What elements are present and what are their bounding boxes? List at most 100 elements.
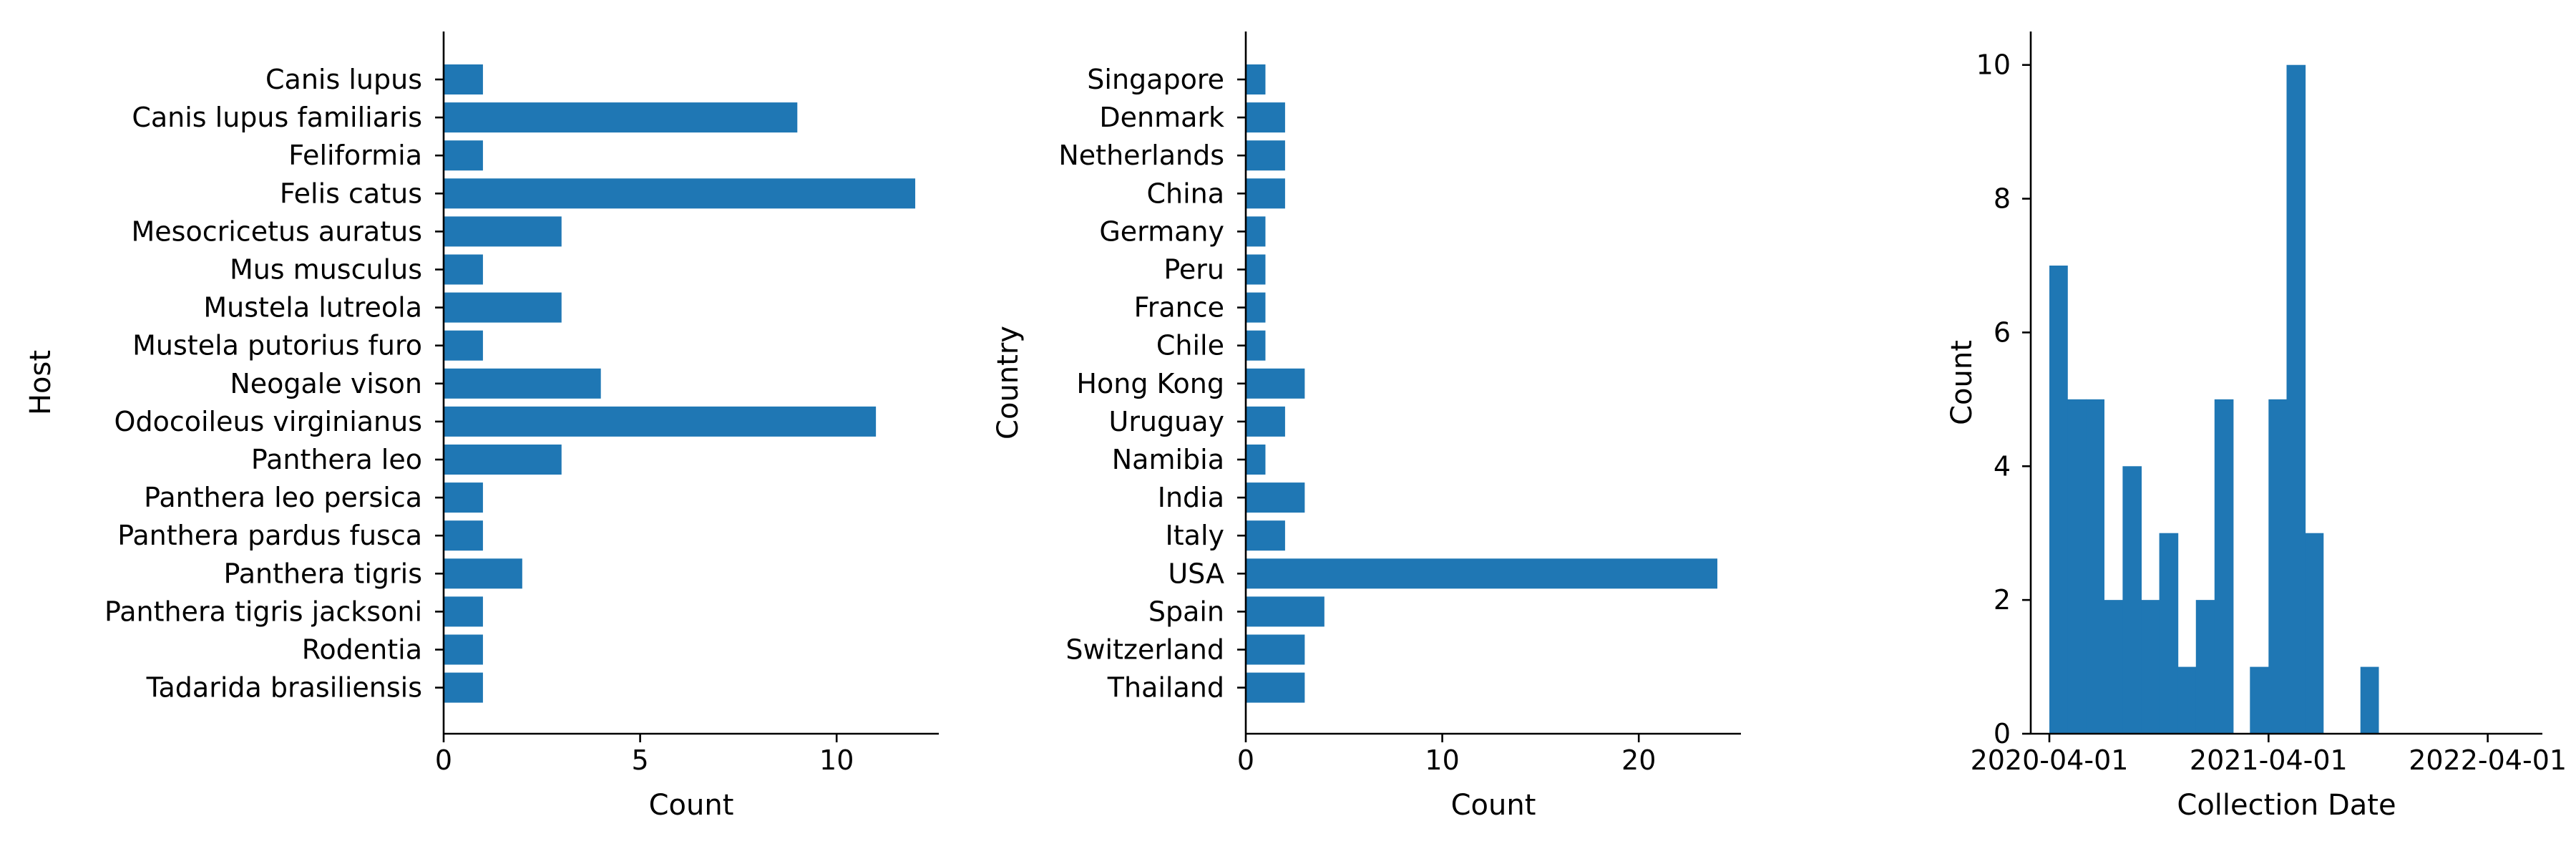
x-tick-label: 10 bbox=[1425, 744, 1459, 776]
y-tick-label: Italy bbox=[1166, 520, 1224, 551]
country-bar-chart: Singapore Denmark Netherlands China Germany P… bbox=[992, 31, 1741, 822]
histogram-bar bbox=[2268, 399, 2288, 734]
x-tick-label: 0 bbox=[435, 744, 452, 776]
bar bbox=[444, 558, 522, 589]
y-tick-label: Canis lupus bbox=[265, 64, 422, 95]
x-tick-label: 2021-04-01 bbox=[2190, 744, 2348, 776]
histogram-bar bbox=[2067, 399, 2087, 734]
y-tick-label: Mustela lutreola bbox=[203, 292, 422, 324]
y-tick-label: Spain bbox=[1148, 596, 1224, 627]
y-tick-label: 8 bbox=[1994, 183, 2011, 215]
x-tick-label: 2020-04-01 bbox=[1971, 744, 2129, 776]
bar bbox=[444, 445, 562, 475]
y-tick-label: 0 bbox=[1994, 718, 2011, 749]
bar bbox=[1246, 216, 1266, 247]
bar bbox=[1246, 634, 1305, 665]
y-tick-label: Mesocricetus auratus bbox=[132, 215, 422, 247]
bar bbox=[1246, 558, 1718, 589]
y-tick-label: Felis catus bbox=[280, 178, 422, 209]
bar bbox=[444, 216, 562, 247]
y-tick-label: USA bbox=[1168, 558, 1224, 589]
y-tick-label: Namibia bbox=[1112, 444, 1224, 475]
y-axis-title: Host bbox=[24, 350, 57, 415]
histogram-bar bbox=[2141, 600, 2160, 734]
histogram-bar bbox=[2086, 399, 2104, 734]
histogram-bar bbox=[2360, 666, 2379, 734]
histogram-bar bbox=[2049, 266, 2068, 734]
y-tick-label: Singapore bbox=[1087, 64, 1224, 95]
y-tick-label: China bbox=[1146, 178, 1224, 209]
y-tick-label: Odocoileus virginianus bbox=[114, 406, 422, 437]
bar bbox=[444, 178, 916, 209]
histogram-bar bbox=[2286, 64, 2306, 734]
y-tick-label: 6 bbox=[1994, 316, 2011, 348]
host-bar-chart: Canis lupus Canis lupus familiaris Felifor… bbox=[24, 31, 939, 822]
x-tick-label: 2022-04-01 bbox=[2409, 744, 2567, 776]
bar bbox=[444, 64, 483, 94]
bar bbox=[444, 520, 483, 551]
bar bbox=[444, 254, 483, 285]
y-tick-label: Panthera leo bbox=[251, 444, 422, 475]
y-tick-label: Chile bbox=[1156, 330, 1224, 361]
x-tick-label: 10 bbox=[819, 744, 854, 776]
y-tick-label: Peru bbox=[1163, 254, 1224, 286]
bar bbox=[444, 368, 601, 399]
bar bbox=[1246, 368, 1305, 399]
y-tick-label: Feliformia bbox=[288, 140, 422, 171]
y-tick-label: Panthera leo persica bbox=[144, 482, 422, 513]
y-tick-label: 10 bbox=[1976, 49, 2011, 81]
y-tick-label: Tadarida brasiliensis bbox=[146, 672, 422, 704]
histogram-bar bbox=[2214, 399, 2234, 734]
y-tick-label: Switzerland bbox=[1065, 634, 1224, 666]
bar bbox=[444, 330, 483, 361]
y-tick-label: Panthera tigris bbox=[224, 558, 423, 589]
histogram-bar bbox=[2104, 600, 2123, 734]
bar bbox=[444, 406, 877, 437]
bar bbox=[444, 672, 483, 703]
bar bbox=[1246, 102, 1285, 133]
y-tick-label: Denmark bbox=[1099, 102, 1224, 133]
bar bbox=[444, 482, 483, 513]
bar bbox=[444, 634, 483, 665]
y-tick-label: Mustela putorius furo bbox=[132, 330, 422, 361]
histogram-bar bbox=[2305, 533, 2324, 734]
bar bbox=[444, 102, 798, 133]
y-tick-label: Hong Kong bbox=[1076, 368, 1224, 399]
x-axis-title: Count bbox=[649, 789, 734, 822]
histogram-bar bbox=[2177, 666, 2197, 734]
x-tick-label: 20 bbox=[1621, 744, 1656, 776]
bar bbox=[1246, 330, 1266, 361]
histogram-bar bbox=[2195, 600, 2215, 734]
y-tick-label: Uruguay bbox=[1109, 406, 1225, 437]
bar bbox=[1246, 596, 1324, 627]
y-tick-label: France bbox=[1134, 292, 1224, 324]
bar bbox=[1246, 482, 1305, 513]
y-tick-label: Thailand bbox=[1107, 672, 1224, 704]
bar bbox=[1246, 672, 1305, 703]
bar bbox=[1246, 254, 1266, 285]
y-tick-label: Mus musculus bbox=[230, 254, 422, 286]
bar bbox=[444, 596, 483, 627]
histogram-bar bbox=[2250, 666, 2269, 734]
x-tick-label: 5 bbox=[632, 744, 649, 776]
y-tick-label: 4 bbox=[1994, 450, 2011, 482]
histogram-bar bbox=[2159, 533, 2179, 734]
x-axis-title: Collection Date bbox=[2177, 789, 2396, 822]
y-tick-label: Panthera pardus fusca bbox=[117, 520, 422, 551]
x-axis-title: Count bbox=[1451, 789, 1536, 822]
bar bbox=[1246, 406, 1285, 437]
bar bbox=[1246, 292, 1266, 323]
bar bbox=[1246, 64, 1266, 94]
bar bbox=[444, 292, 562, 323]
bar bbox=[1246, 445, 1266, 475]
y-tick-label: Netherlands bbox=[1058, 140, 1224, 171]
y-tick-label: 2 bbox=[1994, 584, 2011, 616]
y-tick-label: Canis lupus familiaris bbox=[132, 102, 422, 133]
histogram-bar bbox=[2122, 466, 2142, 734]
bar bbox=[1246, 140, 1285, 171]
bar bbox=[444, 140, 483, 171]
collection-date-histogram: 0 2 4 6 8 10 2020-04-01 2021-04-01 2022-04-01 Col… bbox=[1946, 31, 2567, 822]
bar bbox=[1246, 178, 1285, 209]
y-axis-title: Country bbox=[992, 326, 1025, 440]
